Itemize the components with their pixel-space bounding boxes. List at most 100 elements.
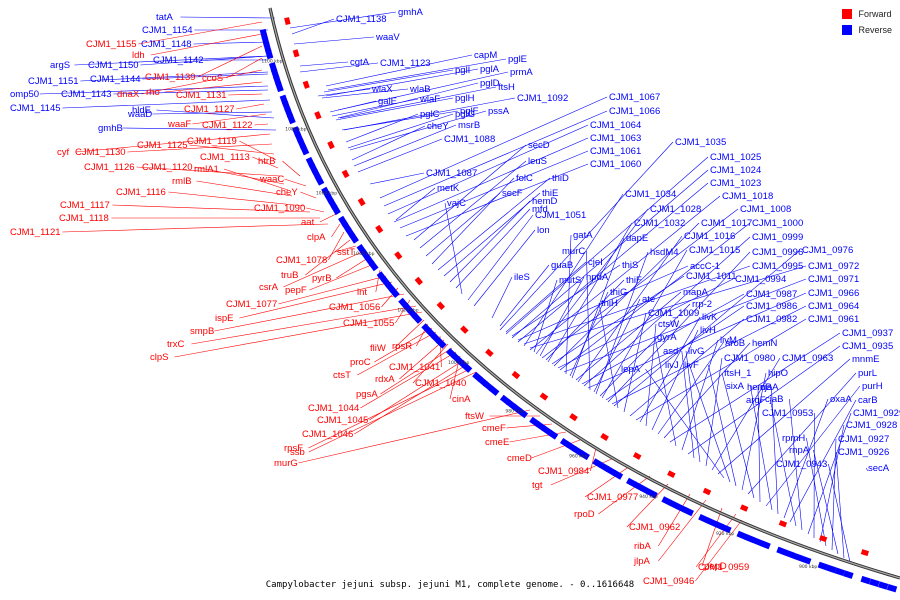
forward-gene-label: jlpA [633, 556, 651, 567]
reverse-leader-line [750, 385, 773, 511]
forward-leader-line [226, 57, 263, 79]
reverse-feature [784, 549, 796, 559]
reverse-swatch [842, 25, 853, 35]
reverse-leader-line [425, 192, 501, 257]
reverse-gene-label: hemB [747, 382, 772, 393]
reverse-leader-line [539, 276, 585, 357]
forward-leader-line [319, 213, 337, 223]
forward-leader-line [254, 123, 269, 126]
forward-gene-label: rpsF [284, 443, 303, 454]
forward-leader-line [598, 475, 651, 515]
forward-leader-line [136, 166, 281, 177]
forward-gene-label: CJM1_1127 [184, 104, 235, 115]
reverse-gene-label: cheY [427, 121, 449, 132]
reverse-gene-label: pglH [455, 93, 475, 104]
forward-gene-label: pepF [285, 285, 307, 296]
reverse-gene-label: pglD [480, 78, 500, 89]
forward-gene-label: CJM1_1117 [60, 200, 110, 211]
reverse-gene-label: CJM1_0964 [808, 301, 859, 312]
reverse-feature [760, 540, 771, 550]
reverse-gene-label: CJM1_1151 [28, 76, 79, 87]
reverse-feature [776, 546, 787, 556]
forward-leader-line [141, 69, 263, 95]
reverse-feature [713, 520, 724, 530]
reverse-gene-label: prmA [510, 67, 533, 78]
forward-gene-label: rmlB [172, 176, 192, 187]
reverse-gene-label: CJM1_0943 [776, 459, 827, 470]
forward-gene-label: proC [350, 357, 371, 368]
reverse-feature [800, 555, 812, 565]
reverse-feature [705, 517, 717, 527]
reverse-gene-label: asd [663, 346, 678, 357]
forward-gene-label: CJM1_1041 [389, 362, 440, 373]
reverse-leader-line [299, 61, 349, 67]
reverse-gene-label: CJM1_1034 [625, 189, 676, 200]
reverse-gene-label: CJM1_1067 [609, 92, 660, 103]
reverse-gene-label: ileS [514, 272, 530, 283]
forward-gene-label: rmlA1 [194, 164, 219, 175]
reverse-gene-label: galE [378, 96, 397, 107]
reverse-leader-line [789, 399, 857, 523]
reverse-gene-label: CJM1_0995 [752, 261, 803, 272]
reverse-feature [435, 338, 447, 349]
reverse-feature [668, 499, 680, 510]
reverse-leader-line [337, 71, 509, 111]
forward-leader-line [164, 81, 263, 93]
forward-gene-label: waaC [259, 174, 284, 185]
reverse-gene-label: lepA [621, 364, 641, 375]
reverse-feature [286, 113, 296, 125]
reverse-gene-label: CJM1_1024 [710, 165, 761, 176]
forward-leader-line [412, 343, 449, 384]
reverse-leader-line [323, 69, 454, 93]
forward-feature [327, 140, 335, 150]
scale-label: 980 kbp [505, 409, 523, 415]
reverse-gene-label: CJM1_1142 [153, 55, 204, 66]
reverse-gene-label: waaV [375, 32, 400, 43]
reverse-leader-line [180, 16, 276, 19]
reverse-gene-label: livJ [665, 360, 679, 371]
forward-leader-line [334, 245, 357, 253]
forward-gene-label: CJM1_1119 [187, 136, 237, 147]
forward-gene-label: CJM1_0962 [629, 522, 680, 533]
reverse-gene-label: waaD [127, 109, 152, 120]
forward-leader-line [331, 223, 341, 238]
reverse-feature [517, 408, 529, 419]
reverse-gene-label: purH [862, 381, 883, 392]
reverse-gene-label: livM [720, 335, 737, 346]
forward-leader-line [308, 371, 477, 453]
reverse-gene-label: CJM1_0980 [724, 353, 775, 364]
scale-label: 1100 kbp [261, 59, 282, 65]
reverse-gene-label: pglE [508, 54, 527, 65]
reverse-gene-label: gatA [573, 230, 593, 241]
reverse-gene-label: pglF [460, 106, 479, 117]
reverse-leader-line [395, 187, 436, 221]
reverse-feature [368, 260, 379, 272]
forward-leader-line [399, 339, 445, 380]
scale-labels: 1100 kbp 1080 kbp 1060 kbp 1040 kbp 1020 kbp… [261, 59, 817, 570]
forward-feature [819, 535, 828, 543]
reverse-gene-label: livG [688, 346, 704, 357]
legend-forward-label: Forward [858, 9, 892, 19]
forward-gene-label: rpsR [392, 341, 412, 352]
reverse-leader-line [325, 68, 479, 97]
reverse-leader-line [499, 264, 550, 327]
reverse-gene-label: thiS [622, 260, 638, 271]
scale-label: 1000 kbp [448, 360, 469, 366]
forward-feature [302, 80, 310, 89]
reverse-gene-label: CJM1_0937 [842, 328, 893, 339]
forward-leader-line [626, 483, 669, 528]
reverse-feature [612, 470, 624, 480]
forward-gene-label: CJM1_1078 [276, 255, 327, 266]
forward-gene-label: CJM1_1120 [142, 162, 193, 173]
forward-leader-line [584, 465, 631, 498]
forward-feature [860, 549, 870, 557]
reverse-gene-label: mapA [683, 287, 708, 298]
forward-feature [314, 111, 322, 120]
reverse-gene-label: argS [50, 60, 70, 71]
reverse-leader-line [645, 323, 657, 427]
forward-gene-label: dnaX [117, 89, 140, 100]
reverse-feature [843, 570, 854, 579]
forward-gene-label: cmeE [485, 437, 509, 448]
reverse-leader-line [813, 449, 839, 555]
reverse-leader-line [741, 372, 767, 491]
